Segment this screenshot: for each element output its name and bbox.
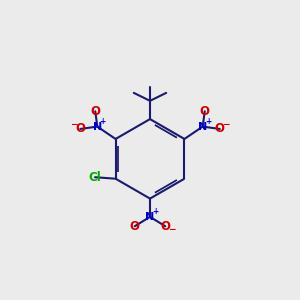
Text: N: N: [198, 122, 207, 132]
Text: N: N: [93, 122, 102, 132]
Text: O: O: [215, 122, 225, 135]
Text: −: −: [70, 120, 77, 129]
Text: O: O: [90, 105, 100, 118]
Text: O: O: [160, 220, 170, 233]
Text: +: +: [205, 117, 211, 126]
Text: −: −: [223, 120, 230, 129]
Text: −: −: [168, 225, 176, 234]
Text: +: +: [100, 117, 106, 126]
Text: O: O: [75, 122, 85, 135]
Text: N: N: [146, 212, 154, 222]
Text: +: +: [152, 207, 158, 216]
Text: O: O: [130, 220, 140, 233]
Text: Cl: Cl: [88, 171, 101, 184]
Text: O: O: [200, 105, 210, 118]
